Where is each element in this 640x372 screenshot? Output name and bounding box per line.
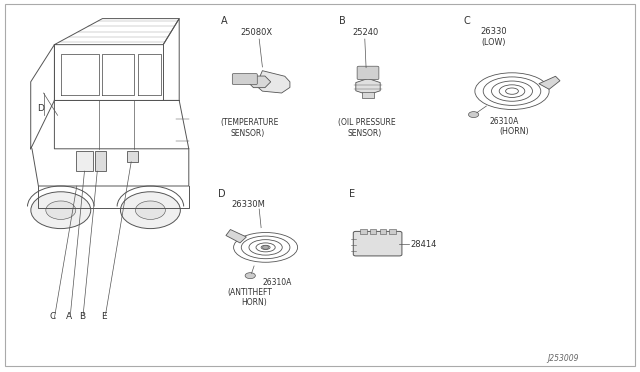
Circle shape — [245, 273, 255, 279]
Text: 26310A: 26310A — [490, 117, 519, 126]
Text: C: C — [464, 16, 471, 26]
Text: 26330: 26330 — [480, 27, 507, 36]
Text: D: D — [37, 105, 44, 113]
Text: 28414: 28414 — [411, 240, 437, 248]
FancyBboxPatch shape — [95, 151, 106, 171]
FancyBboxPatch shape — [76, 151, 93, 171]
Ellipse shape — [120, 192, 180, 228]
Text: 26310A: 26310A — [262, 278, 292, 286]
FancyBboxPatch shape — [127, 151, 138, 162]
Ellipse shape — [46, 201, 76, 219]
Text: A: A — [66, 312, 72, 321]
FancyBboxPatch shape — [380, 229, 386, 234]
Circle shape — [262, 246, 269, 249]
Text: 25080X: 25080X — [240, 28, 272, 37]
Text: (OIL PRESSURE: (OIL PRESSURE — [338, 118, 396, 126]
FancyBboxPatch shape — [232, 74, 257, 84]
Polygon shape — [248, 76, 271, 88]
Text: SENSOR): SENSOR) — [230, 129, 265, 138]
Text: (LOW): (LOW) — [481, 38, 506, 46]
Polygon shape — [356, 78, 380, 95]
Text: E: E — [102, 312, 107, 321]
Text: 26330M: 26330M — [232, 200, 266, 209]
Text: C: C — [50, 312, 56, 321]
Ellipse shape — [31, 192, 91, 228]
FancyBboxPatch shape — [353, 231, 402, 256]
Text: A: A — [221, 16, 227, 26]
Text: B: B — [79, 312, 85, 321]
Text: (TEMPERATURE: (TEMPERATURE — [221, 118, 279, 126]
Text: (HORN): (HORN) — [499, 127, 529, 136]
Text: (ANTITHEFT: (ANTITHEFT — [227, 288, 272, 297]
Text: J253009: J253009 — [547, 354, 579, 363]
Text: HORN): HORN) — [241, 298, 267, 307]
Text: D: D — [218, 189, 225, 199]
FancyBboxPatch shape — [357, 66, 379, 80]
Text: E: E — [349, 189, 355, 199]
FancyBboxPatch shape — [370, 229, 376, 234]
FancyBboxPatch shape — [389, 229, 396, 234]
Polygon shape — [256, 71, 290, 93]
Polygon shape — [226, 230, 246, 243]
Text: SENSOR): SENSOR) — [348, 129, 382, 138]
FancyBboxPatch shape — [362, 92, 374, 98]
FancyBboxPatch shape — [360, 229, 367, 234]
Ellipse shape — [136, 201, 165, 219]
Text: 25240: 25240 — [352, 28, 378, 37]
Text: B: B — [339, 16, 346, 26]
Polygon shape — [539, 76, 560, 89]
Circle shape — [468, 112, 479, 118]
